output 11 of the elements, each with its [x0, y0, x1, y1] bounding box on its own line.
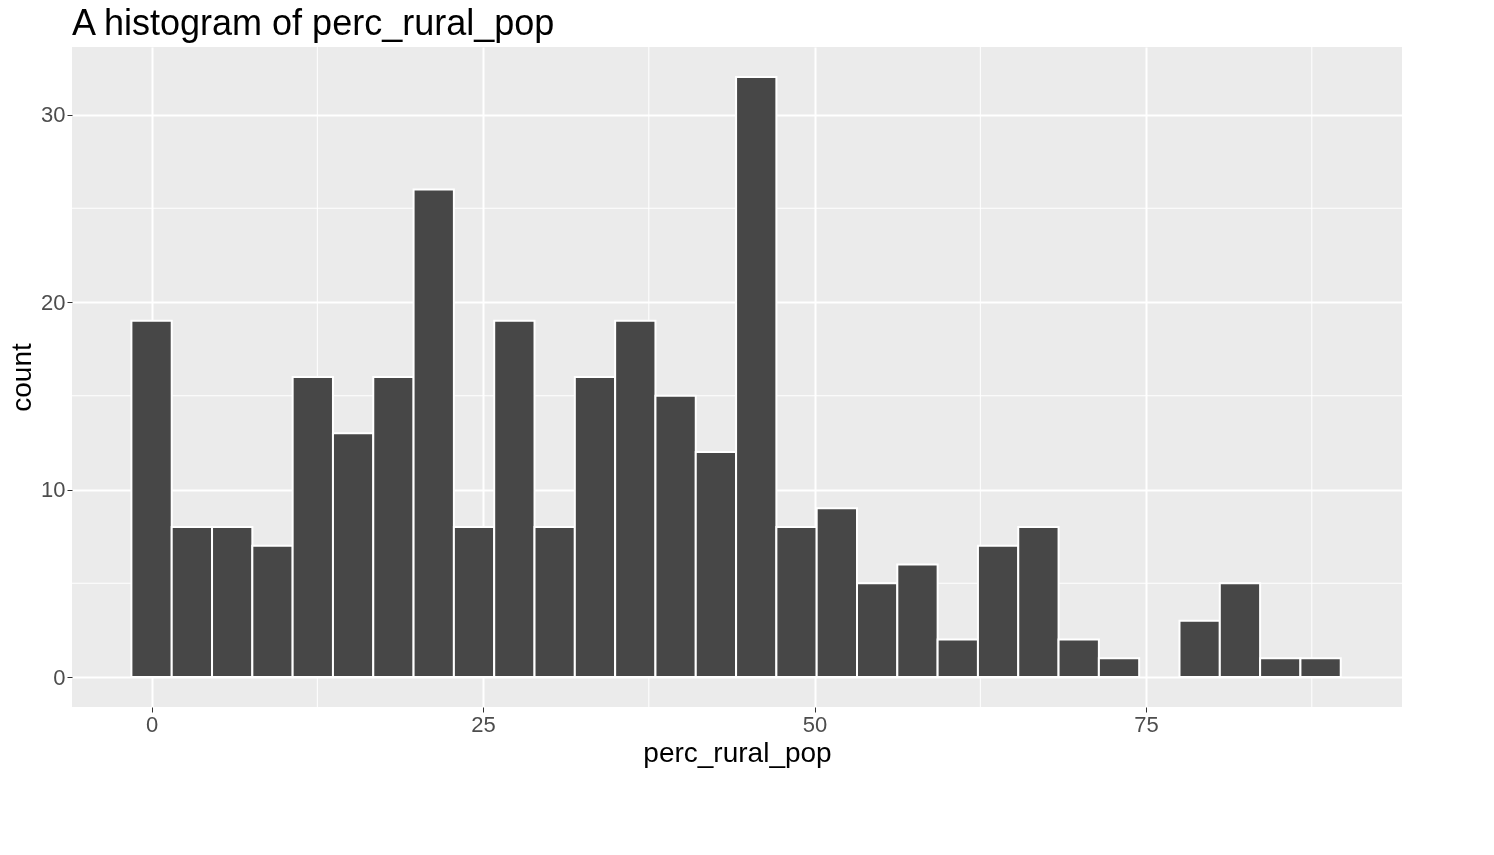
- x-tick-label: 50: [802, 711, 828, 737]
- y-tick-label: 10: [41, 477, 66, 502]
- x-tick-label: 0: [145, 711, 159, 737]
- y-axis-title: count: [6, 343, 38, 412]
- y-tick-label: 0: [53, 664, 66, 690]
- x-axis-title: perc_rural_pop: [643, 736, 832, 768]
- y-tick-label: 30: [41, 102, 66, 127]
- y-tick-label: 20: [41, 289, 66, 315]
- chart-title: A histogram of perc_rural_pop: [72, 1, 555, 43]
- x-tick-label: 25: [471, 711, 496, 737]
- x-tick-label: 75: [1134, 711, 1159, 737]
